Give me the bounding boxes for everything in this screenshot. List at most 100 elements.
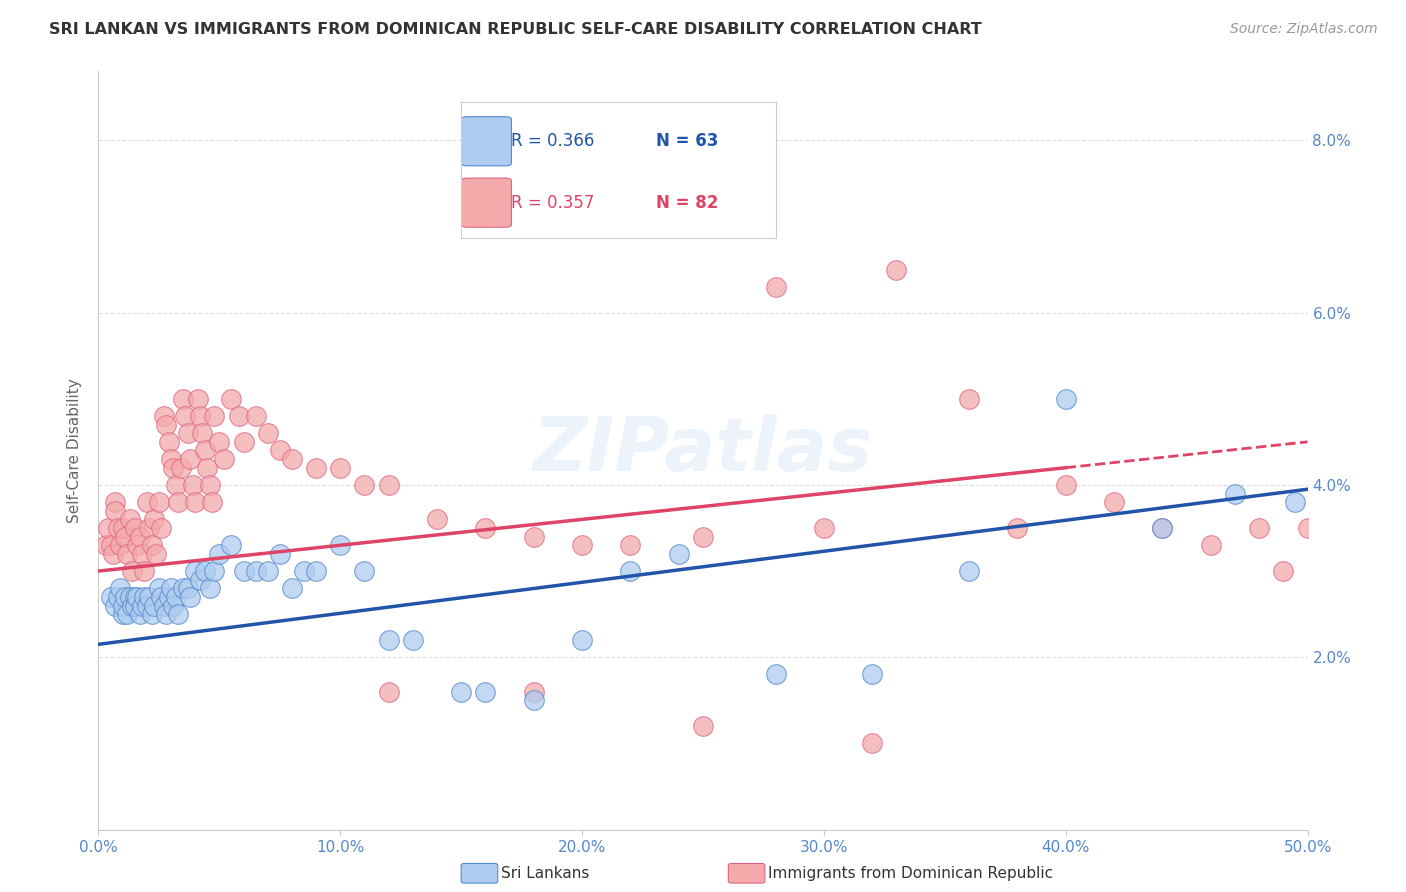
Point: [765, 667, 787, 681]
Point: [198, 478, 221, 492]
Point: [957, 564, 980, 578]
Point: [104, 495, 127, 509]
Point: [150, 521, 173, 535]
Point: [195, 460, 218, 475]
Y-axis label: Self-Care Disability: Self-Care Disability: [67, 378, 83, 523]
Point: [100, 590, 122, 604]
Point: [169, 460, 191, 475]
Point: [668, 547, 690, 561]
Point: [228, 409, 250, 423]
Point: [1272, 564, 1295, 578]
Point: [221, 392, 243, 406]
Point: [619, 538, 641, 552]
Point: [353, 564, 375, 578]
Point: [1102, 495, 1125, 509]
Point: [97, 521, 120, 535]
Point: [145, 547, 167, 561]
Point: [329, 460, 352, 475]
Point: [101, 547, 124, 561]
Point: [860, 667, 883, 681]
Point: [104, 599, 127, 613]
Point: [256, 564, 278, 578]
Point: [134, 564, 156, 578]
Point: [292, 564, 315, 578]
Point: [162, 460, 184, 475]
Point: [305, 564, 328, 578]
Point: [377, 684, 399, 698]
Point: [108, 538, 131, 552]
Point: [523, 530, 546, 544]
Point: [692, 530, 714, 544]
Point: [131, 547, 153, 561]
Point: [131, 599, 153, 613]
Point: [329, 538, 352, 552]
Text: Sri Lankans: Sri Lankans: [501, 866, 589, 880]
Point: [523, 684, 546, 698]
Point: [1007, 521, 1029, 535]
Point: [111, 607, 134, 622]
Point: [426, 512, 449, 526]
Point: [212, 452, 235, 467]
Point: [172, 582, 194, 596]
Point: [127, 590, 149, 604]
Point: [245, 409, 267, 423]
Point: [474, 521, 496, 535]
Point: [143, 512, 166, 526]
Point: [160, 582, 183, 596]
Point: [138, 590, 160, 604]
Point: [813, 521, 835, 535]
Point: [94, 538, 117, 552]
Point: [152, 599, 174, 613]
Point: [256, 426, 278, 441]
Point: [221, 538, 243, 552]
Point: [194, 443, 217, 458]
Text: Source: ZipAtlas.com: Source: ZipAtlas.com: [1230, 22, 1378, 37]
Point: [184, 495, 207, 509]
Point: [957, 392, 980, 406]
Point: [135, 599, 157, 613]
Point: [204, 409, 226, 423]
Point: [269, 547, 291, 561]
Point: [104, 504, 127, 518]
Point: [121, 564, 143, 578]
Point: [208, 547, 231, 561]
Point: [111, 521, 134, 535]
Point: [232, 564, 254, 578]
Point: [118, 512, 141, 526]
Point: [571, 633, 593, 648]
Point: [1152, 521, 1174, 535]
Point: [187, 392, 209, 406]
Point: [143, 599, 166, 613]
Point: [181, 478, 204, 492]
Point: [172, 392, 194, 406]
Point: [127, 538, 149, 552]
Point: [204, 564, 226, 578]
Point: [155, 607, 177, 622]
Point: [188, 573, 211, 587]
Point: [165, 478, 187, 492]
Point: [155, 417, 177, 432]
Point: [232, 434, 254, 449]
Point: [114, 530, 136, 544]
Point: [245, 564, 267, 578]
Point: [1249, 521, 1271, 535]
Point: [141, 607, 163, 622]
Point: [860, 736, 883, 750]
Point: [191, 426, 214, 441]
Point: [100, 538, 122, 552]
Point: [148, 582, 170, 596]
Point: [523, 693, 546, 707]
Point: [117, 607, 139, 622]
Point: [157, 590, 180, 604]
Point: [138, 521, 160, 535]
Point: [201, 495, 224, 509]
Point: [152, 409, 174, 423]
Point: [117, 547, 139, 561]
Point: [305, 460, 328, 475]
Point: [281, 452, 304, 467]
Point: [1284, 495, 1306, 509]
Point: [208, 434, 231, 449]
Text: SRI LANKAN VS IMMIGRANTS FROM DOMINICAN REPUBLIC SELF-CARE DISABILITY CORRELATIO: SRI LANKAN VS IMMIGRANTS FROM DOMINICAN …: [49, 22, 981, 37]
Point: [134, 590, 156, 604]
Point: [107, 590, 129, 604]
